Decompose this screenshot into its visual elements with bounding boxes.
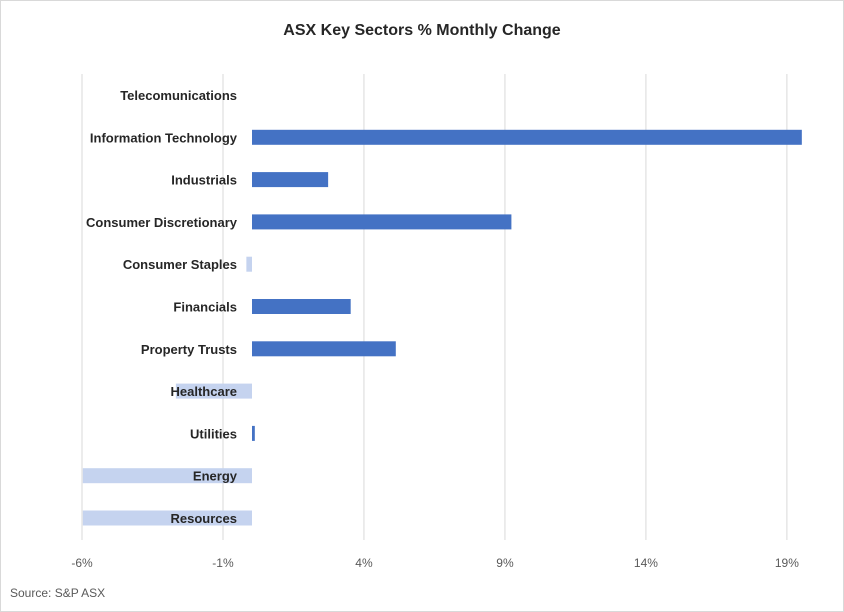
category-label: Industrials (171, 173, 237, 188)
category-label: Energy (193, 469, 238, 484)
category-label: Financials (173, 300, 237, 315)
category-label: Healthcare (171, 384, 237, 399)
x-tick-label: 19% (775, 556, 799, 570)
category-label: Information Technology (90, 130, 238, 145)
x-axis-ticks: -6% -1% 4% 9% 14% 19% (71, 556, 799, 570)
bar (175, 383, 252, 399)
bar (252, 129, 802, 145)
bar (82, 510, 252, 526)
bar (246, 256, 252, 272)
source-note: Source: S&P ASX (10, 586, 106, 600)
x-tick-label: -6% (71, 556, 93, 570)
category-labels: Telecomunications Information Technology I… (86, 88, 238, 526)
gridlines (81, 74, 788, 540)
x-tick-label: 4% (355, 556, 373, 570)
category-label: Utilities (190, 426, 237, 441)
bar (252, 214, 512, 230)
bars (82, 129, 802, 526)
x-tick-label: 14% (634, 556, 658, 570)
category-label: Consumer Discretionary (86, 215, 238, 230)
x-tick-label: 9% (496, 556, 514, 570)
category-label: Property Trusts (141, 342, 237, 357)
bar (252, 425, 255, 441)
bar (252, 299, 351, 314)
category-label: Telecomunications (120, 88, 237, 103)
bar (82, 468, 252, 484)
bar (252, 341, 396, 357)
x-tick-label: -1% (212, 556, 234, 570)
category-label: Resources (171, 511, 237, 526)
chart-title: ASX Key Sectors % Monthly Change (283, 22, 561, 39)
bar (252, 172, 329, 188)
category-label: Consumer Staples (123, 257, 237, 272)
